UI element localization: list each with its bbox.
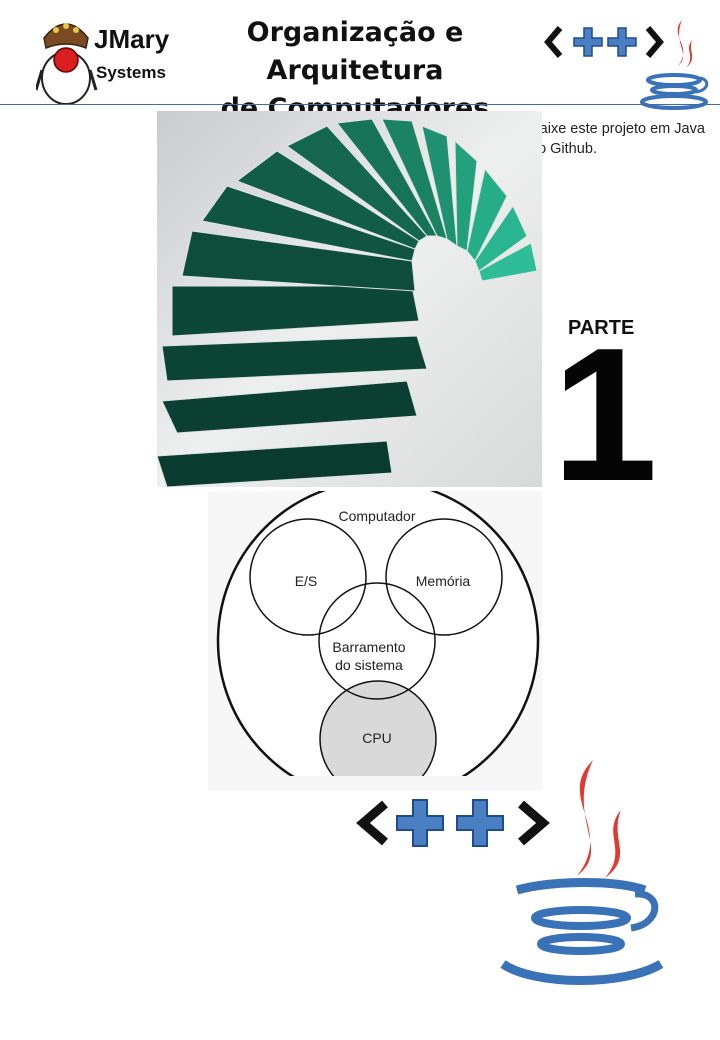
bus-label-line-2: do sistema <box>335 657 403 673</box>
part-label: PARTE <box>568 317 635 339</box>
spiral-staircase-image <box>157 111 542 487</box>
mascot-icon <box>36 23 98 105</box>
cpp-logo-icon <box>544 26 664 58</box>
cpu-circle <box>319 680 437 791</box>
computer-label: Computador <box>338 508 415 524</box>
github-download-note[interactable]: Baixe este projeto em Java no Github. <box>530 121 705 157</box>
part-number: 1 <box>552 309 658 521</box>
io-label: E/S <box>295 573 318 589</box>
cpu-label: CPU <box>362 730 392 746</box>
memory-label: Memória <box>416 573 471 589</box>
brand-subtitle: Systems <box>96 63 166 82</box>
bus-circle <box>318 582 436 700</box>
jmary-systems-logo: JMary Systems <box>36 23 170 105</box>
brand-name: JMary <box>94 24 170 54</box>
io-circle <box>249 518 367 636</box>
memory-circle <box>385 518 503 636</box>
computer-structure-diagram: Computador E/S Memória Barramento do sis… <box>208 491 542 791</box>
java-logo-large-icon <box>500 760 664 985</box>
title-line-1: Organização e Arquitetura <box>246 17 464 86</box>
bus-label-line-1: Barramento <box>332 639 405 655</box>
computer-circle <box>216 491 540 791</box>
header-divider <box>0 104 720 105</box>
cpp-logo-large-icon <box>356 799 550 847</box>
java-logo-icon <box>640 20 709 110</box>
